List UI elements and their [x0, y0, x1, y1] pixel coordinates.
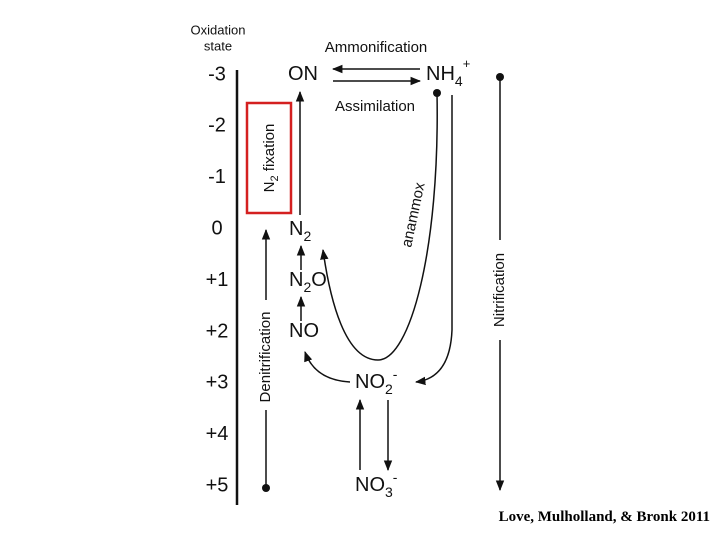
arrow [414, 95, 453, 386]
sup: + [463, 56, 471, 71]
axis-title: Oxidation [191, 22, 246, 37]
t: ON [288, 63, 318, 85]
sub: 2 [385, 381, 393, 397]
species: NH4+ [426, 56, 470, 88]
level-label: +2 [206, 320, 229, 342]
species: NO [289, 320, 319, 342]
t: NO [355, 474, 385, 496]
sub: 3 [385, 484, 393, 500]
t: fixation [261, 124, 278, 176]
level-label: -1 [208, 166, 226, 188]
sup: - [393, 366, 398, 382]
process-label: Ammonification [325, 39, 428, 56]
level-label: +1 [206, 269, 229, 291]
species: NO3- [355, 469, 398, 500]
level-label: -2 [208, 115, 226, 137]
citation: Love, Mulholland, & Bronk 2011 [499, 509, 710, 525]
process-label: Nitrification [491, 253, 508, 327]
process-label: Assimilation [335, 98, 415, 115]
highlight-box [245, 101, 293, 215]
level-label: -3 [208, 63, 226, 85]
species: N2O [289, 269, 327, 294]
species: ON [288, 63, 318, 85]
sup: - [393, 469, 398, 485]
sub: 4 [455, 73, 463, 89]
t: NH [426, 63, 455, 85]
sub: 2 [303, 279, 311, 295]
sub: 2 [303, 228, 311, 244]
level-label: +4 [206, 423, 229, 445]
arrow [304, 351, 351, 383]
levels: -3 -2 -1 0 +1 +2 +3 +4 +5 [206, 63, 229, 496]
axis-title: state [204, 38, 232, 53]
process-label: anammox [398, 180, 428, 248]
arrow [320, 92, 438, 361]
t: O [311, 269, 327, 291]
level-label: 0 [211, 217, 222, 239]
species: NO2- [355, 366, 398, 397]
process-label: N2 fixation [261, 124, 281, 193]
process-label: Denitrification [257, 312, 274, 403]
species: N2 [289, 218, 311, 243]
level-label: +3 [206, 372, 229, 394]
sub: 2 [269, 175, 281, 181]
t: NO [355, 371, 385, 393]
t: NO [289, 320, 319, 342]
t: N [289, 218, 303, 240]
t: N [261, 181, 278, 192]
level-label: +5 [206, 474, 229, 496]
t: N [289, 269, 303, 291]
